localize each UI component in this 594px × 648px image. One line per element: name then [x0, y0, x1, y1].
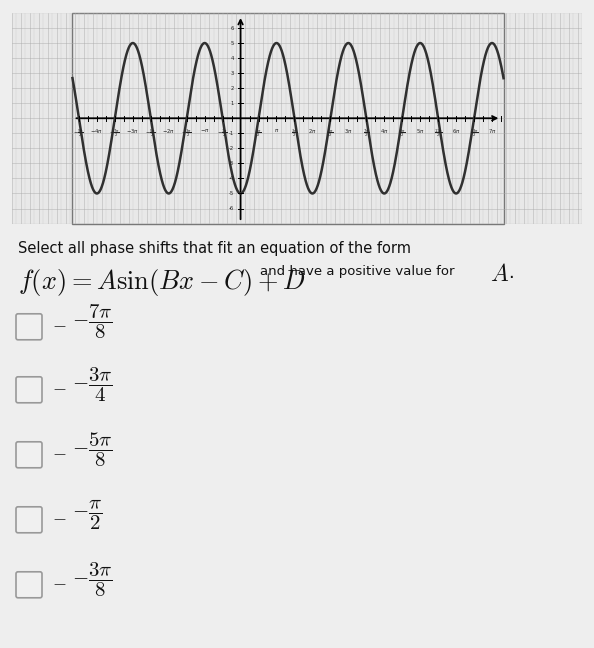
Text: $-\dfrac{5\pi}{8}$: $-\dfrac{5\pi}{8}$ — [72, 430, 112, 469]
Text: $\frac{7\pi}{2}$: $\frac{7\pi}{2}$ — [363, 127, 369, 139]
Text: $7\pi$: $7\pi$ — [488, 127, 497, 135]
Text: $f(x)=A\sin(Bx-C)+D$: $f(x)=A\sin(Bx-C)+D$ — [18, 267, 305, 298]
Text: 6: 6 — [230, 25, 234, 30]
Text: .: . — [508, 264, 514, 282]
Text: -1: -1 — [229, 131, 234, 136]
Text: $\pi$: $\pi$ — [274, 127, 279, 134]
Text: $-\pi$: $-\pi$ — [200, 127, 210, 134]
Text: $-$: $-$ — [52, 315, 67, 333]
Text: $\frac{9\pi}{2}$: $\frac{9\pi}{2}$ — [399, 127, 406, 139]
Text: -4: -4 — [229, 176, 234, 181]
Text: $\frac{5\pi}{2}$: $\frac{5\pi}{2}$ — [327, 127, 334, 139]
Text: Select all phase shifts that fit an equation of the form: Select all phase shifts that fit an equa… — [18, 241, 411, 256]
Text: -6: -6 — [229, 206, 234, 211]
FancyBboxPatch shape — [16, 507, 42, 533]
Text: $\frac{3\pi}{2}$: $\frac{3\pi}{2}$ — [291, 127, 298, 139]
Text: $3\pi$: $3\pi$ — [344, 127, 353, 135]
Text: $A$: $A$ — [490, 263, 509, 286]
Text: $-2\pi$: $-2\pi$ — [162, 127, 175, 135]
Text: $-$: $-$ — [52, 378, 67, 396]
Text: $\frac{13\pi}{2}$: $\frac{13\pi}{2}$ — [469, 127, 479, 139]
Text: $6\pi$: $6\pi$ — [452, 127, 460, 135]
Text: $-3\pi$: $-3\pi$ — [127, 127, 139, 135]
Text: $-\dfrac{7\pi}{8}$: $-\dfrac{7\pi}{8}$ — [72, 303, 112, 341]
Text: $\frac{11\pi}{2}$: $\frac{11\pi}{2}$ — [434, 127, 443, 139]
Text: $-\frac{3\pi}{2}$: $-\frac{3\pi}{2}$ — [181, 127, 192, 139]
Text: 3: 3 — [231, 71, 234, 76]
Text: 5: 5 — [230, 41, 234, 45]
Text: $-\dfrac{3\pi}{8}$: $-\dfrac{3\pi}{8}$ — [72, 561, 112, 599]
Text: -3: -3 — [229, 161, 234, 166]
FancyBboxPatch shape — [16, 314, 42, 340]
Text: -2: -2 — [229, 146, 234, 151]
Text: 2: 2 — [230, 86, 234, 91]
Text: $\frac{1\pi}{2}$: $\frac{1\pi}{2}$ — [255, 127, 262, 139]
Text: $-\frac{9\pi}{2}$: $-\frac{9\pi}{2}$ — [74, 127, 84, 139]
Text: $-\frac{7\pi}{2}$: $-\frac{7\pi}{2}$ — [109, 127, 121, 139]
Text: $-\frac{5\pi}{2}$: $-\frac{5\pi}{2}$ — [145, 127, 156, 139]
Text: $-\dfrac{3\pi}{4}$: $-\dfrac{3\pi}{4}$ — [72, 365, 112, 404]
Text: $2\pi$: $2\pi$ — [308, 127, 317, 135]
Text: $-\dfrac{\pi}{2}$: $-\dfrac{\pi}{2}$ — [72, 498, 102, 532]
Text: $4\pi$: $4\pi$ — [380, 127, 388, 135]
Text: $-$: $-$ — [52, 573, 67, 591]
Bar — [72, 13, 504, 224]
FancyBboxPatch shape — [16, 376, 42, 403]
Text: $-$: $-$ — [52, 508, 67, 526]
FancyBboxPatch shape — [16, 442, 42, 468]
Text: 1: 1 — [230, 100, 234, 106]
Text: 4: 4 — [230, 56, 234, 61]
Text: $-\frac{1\pi}{2}$: $-\frac{1\pi}{2}$ — [217, 127, 228, 139]
Text: $-$: $-$ — [52, 443, 67, 461]
Text: $-4\pi$: $-4\pi$ — [90, 127, 103, 135]
Text: -5: -5 — [229, 191, 234, 196]
Text: and have a positive value for: and have a positive value for — [260, 265, 459, 278]
FancyBboxPatch shape — [16, 572, 42, 598]
Text: $5\pi$: $5\pi$ — [416, 127, 425, 135]
